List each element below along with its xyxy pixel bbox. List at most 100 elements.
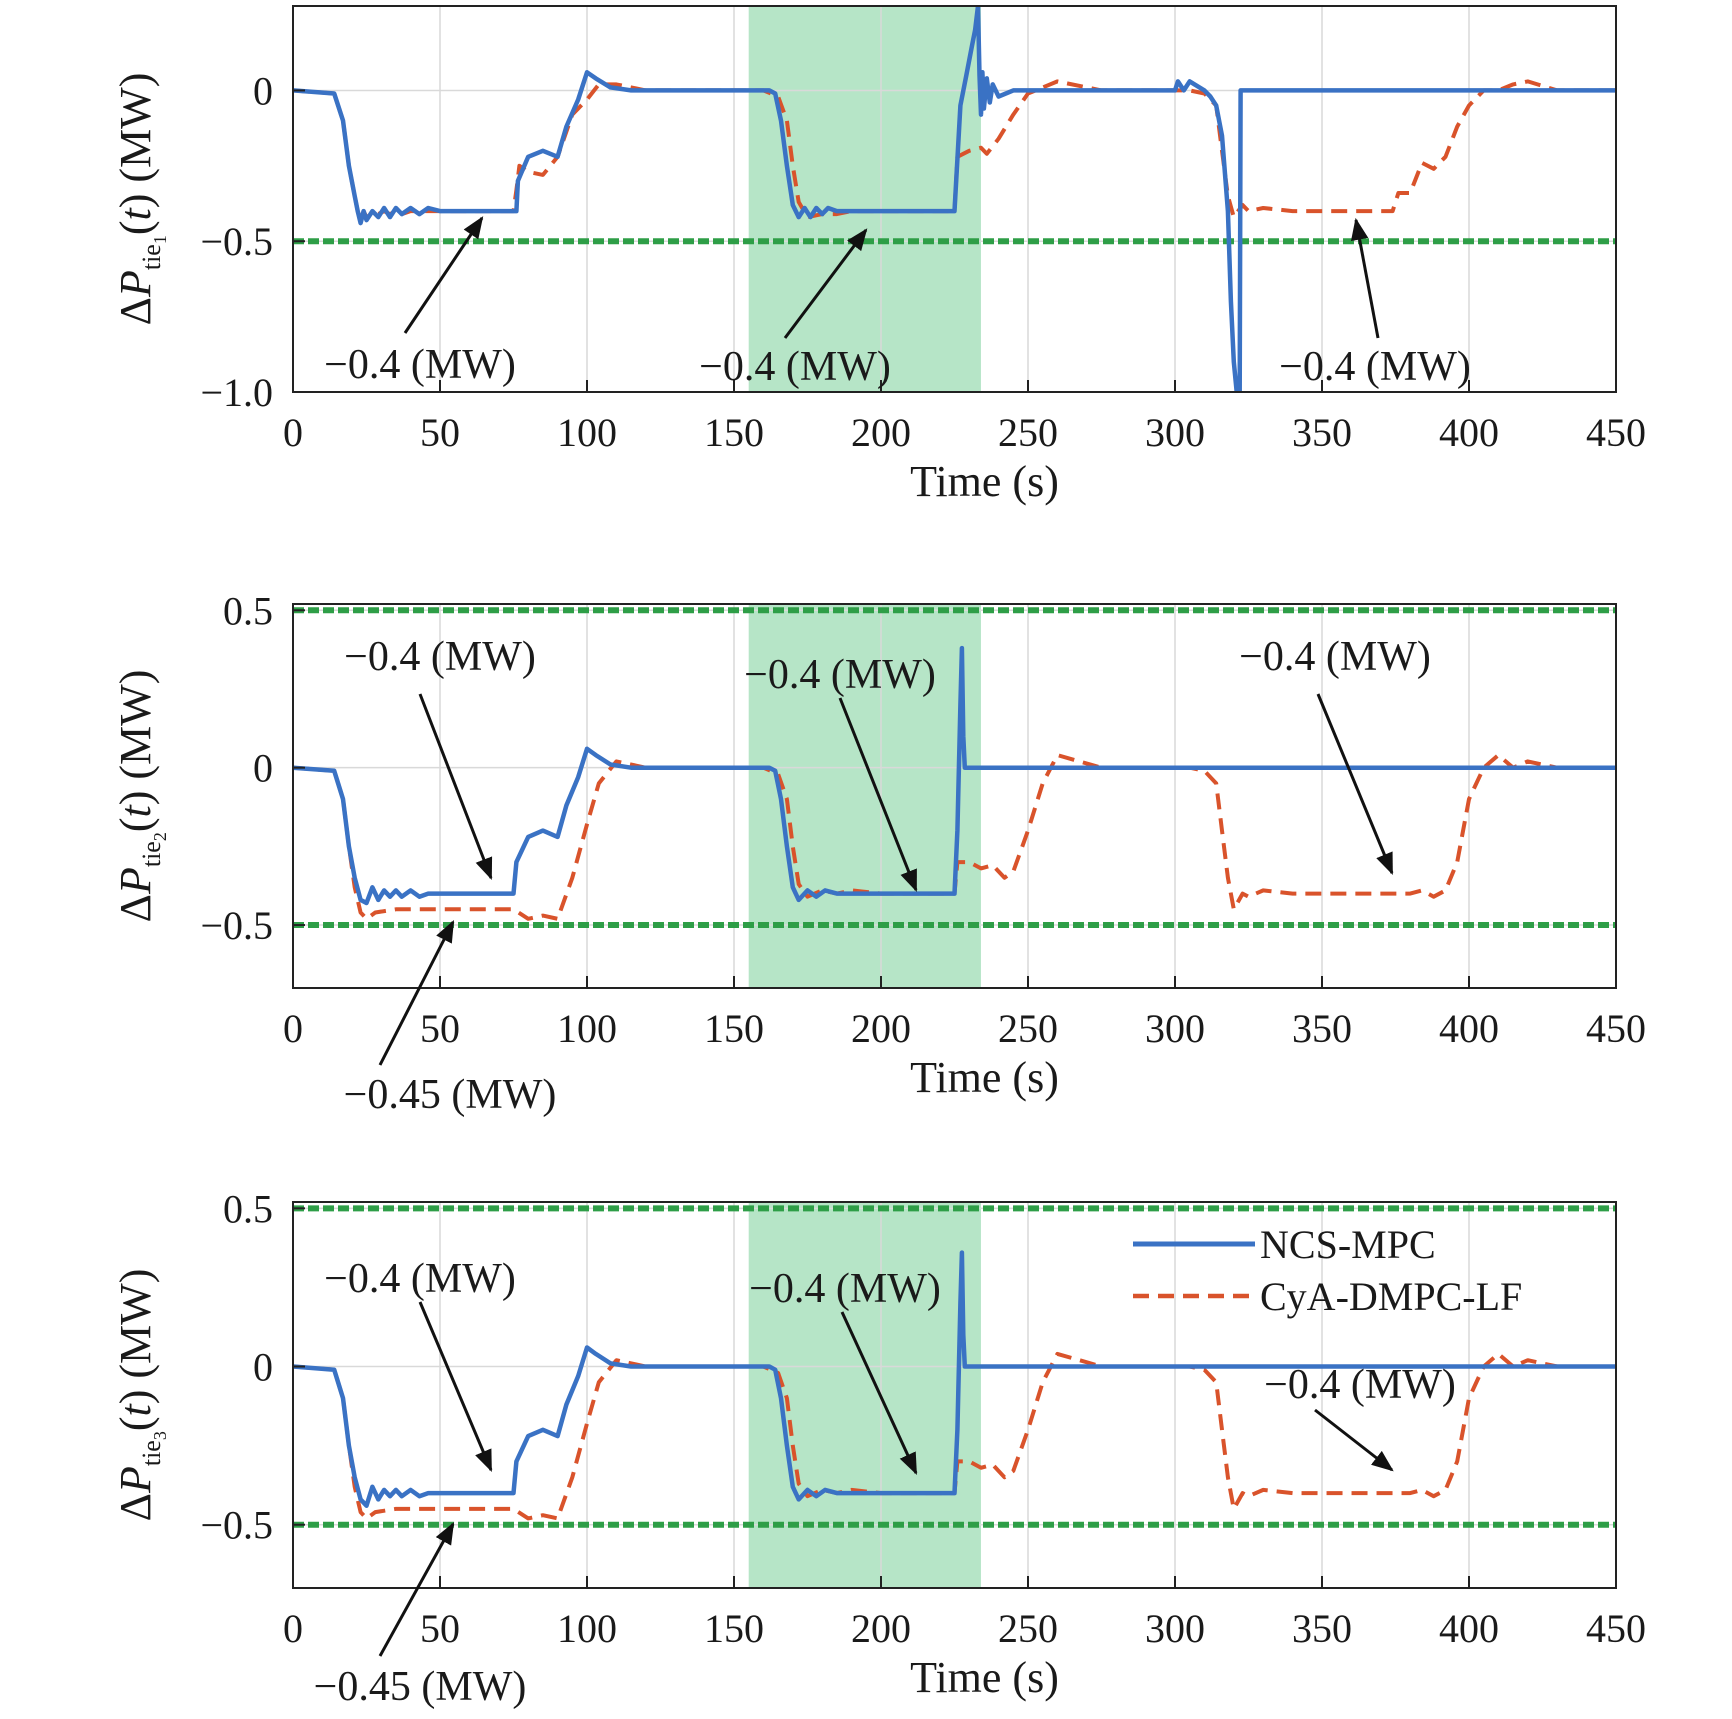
- panel-2: 0 50 100 150 200 250 300 350 400 450 0.5 0 −0.5 Time …: [111, 588, 1646, 1118]
- panel-3: 0 50 100 150 200 250 300 350 400 450 0.5 0 −0.5 Time …: [111, 1186, 1646, 1710]
- annotation-arrow: [378, 1522, 455, 1657]
- x-axis-title: Time (s): [910, 1653, 1059, 1702]
- x-tick-label: 450: [1586, 1006, 1646, 1051]
- y-axis-title-main: Δ: [111, 1493, 160, 1521]
- y-axis-title-main: Δ: [111, 894, 160, 922]
- annotation-arrow: [378, 920, 455, 1066]
- annotation-label: −0.4 (MW): [699, 344, 891, 390]
- annotation-label: −0.45 (MW): [344, 1072, 557, 1118]
- y-axis-title-subsubscript: 2: [150, 832, 170, 841]
- series-group: [293, 6, 1616, 392]
- x-tick-label: 0: [283, 410, 303, 455]
- y-tick-label: −1.0: [200, 370, 273, 415]
- x-tick-label: 450: [1586, 410, 1646, 455]
- axes-box: [292, 5, 1617, 393]
- x-tick-label: 250: [998, 410, 1058, 455]
- x-tick-label: 350: [1292, 1006, 1352, 1051]
- annotation-label: −0.4 (MW): [1239, 634, 1431, 680]
- y-axis-title-subsubscript: 1: [150, 235, 170, 244]
- x-tick-label: 400: [1439, 1006, 1499, 1051]
- shaded-region: [748, 6, 981, 392]
- shaded-region: [748, 1202, 981, 1588]
- axes-box: [292, 603, 1617, 989]
- x-tick-label: 0: [283, 1606, 303, 1651]
- x-tick-label: 50: [420, 1006, 460, 1051]
- x-tick-label: 300: [1145, 1606, 1205, 1651]
- y-axis-title-main: Δ: [111, 297, 160, 325]
- annotation-arrow: [1314, 1408, 1394, 1472]
- y-axis-title-unit: ) (MW): [111, 73, 160, 209]
- y-axis-title-suffix: (: [111, 818, 160, 833]
- x-tick-label: 50: [420, 410, 460, 455]
- x-tick-label: 250: [998, 1006, 1058, 1051]
- annotation-arrow: [403, 216, 484, 334]
- annotation-label: −0.4 (MW): [1264, 1362, 1456, 1408]
- annotation-label: −0.4 (MW): [1279, 344, 1471, 390]
- annotation-label: −0.4 (MW): [324, 342, 516, 388]
- legend: NCS-MPC CyA-DMPC-LF: [1133, 1222, 1522, 1319]
- y-axis-title: ΔPtie1(t) (MW): [111, 73, 170, 326]
- x-tick-label: 150: [704, 410, 764, 455]
- x-axis-title: Time (s): [910, 457, 1059, 506]
- x-tick-label: 300: [1145, 1006, 1205, 1051]
- x-tick-label: 300: [1145, 410, 1205, 455]
- x-tick-label: 350: [1292, 1606, 1352, 1651]
- annotation-arrow: [838, 697, 918, 893]
- y-axis-title-t: t: [111, 1403, 160, 1417]
- x-tick-label: 350: [1292, 410, 1352, 455]
- legend-label-cya-dmpc-lf: CyA-DMPC-LF: [1260, 1274, 1522, 1319]
- annotation-label: −0.4 (MW): [744, 652, 936, 698]
- x-tick-label: 100: [557, 1006, 617, 1051]
- x-tick-label: 250: [998, 1606, 1058, 1651]
- x-axis-title: Time (s): [910, 1053, 1059, 1102]
- y-axis-title-subscript: tie: [137, 244, 166, 270]
- y-axis-title: ΔPtie2(t) (MW): [111, 670, 170, 923]
- annotation-label: −0.4 (MW): [344, 634, 536, 680]
- y-tick-label: −0.5: [200, 903, 273, 948]
- annotation-arrow: [783, 228, 868, 339]
- y-tick-label: 0.5: [223, 588, 273, 633]
- y-tick-label: −0.5: [200, 1503, 273, 1548]
- legend-label-ncs-mpc: NCS-MPC: [1260, 1222, 1436, 1267]
- y-axis-title-symbol: P: [111, 1466, 160, 1494]
- y-tick-label: 0: [253, 68, 273, 113]
- y-axis-title-suffix: (: [111, 221, 160, 236]
- y-axis-title-subsubscript: 3: [150, 1431, 170, 1440]
- series-line-ncs-mpc: [293, 1250, 1616, 1508]
- y-axis-title-symbol: P: [111, 867, 160, 895]
- x-tick-label: 200: [851, 410, 911, 455]
- x-tick-label: 150: [704, 1006, 764, 1051]
- series-group: [293, 1250, 1616, 1521]
- annotation-label: −0.4 (MW): [324, 1256, 516, 1302]
- x-tick-label: 100: [557, 410, 617, 455]
- x-tick-label: 100: [557, 1606, 617, 1651]
- y-axis-title-t: t: [111, 207, 160, 221]
- y-axis-title-unit: ) (MW): [111, 1269, 160, 1405]
- y-axis-title-subscript: tie: [137, 841, 166, 867]
- x-tick-label: 50: [420, 1606, 460, 1651]
- y-tick-label: −0.5: [200, 219, 273, 264]
- y-axis-title-suffix: (: [111, 1417, 160, 1432]
- y-tick-label: 0.5: [223, 1186, 273, 1231]
- y-axis-title-t: t: [111, 804, 160, 818]
- annotation-label: −0.45 (MW): [314, 1664, 527, 1710]
- x-tick-label: 400: [1439, 1606, 1499, 1651]
- series-group: [293, 645, 1616, 921]
- panel-1: 0 50 100 150 200 250 300 350 400 450 0 −0.5 −1.0 Time…: [111, 5, 1646, 506]
- series-line-ncs-mpc: [293, 6, 1616, 392]
- x-tick-label: 150: [704, 1606, 764, 1651]
- y-tick-label: 0: [253, 746, 273, 791]
- series-line-ncs-mpc: [293, 645, 1616, 906]
- x-tick-label: 450: [1586, 1606, 1646, 1651]
- x-tick-label: 400: [1439, 410, 1499, 455]
- y-tick-label: 0: [253, 1345, 273, 1390]
- annotation-label: −0.4 (MW): [749, 1266, 941, 1312]
- x-tick-label: 200: [851, 1606, 911, 1651]
- annotation-arrow: [840, 1311, 918, 1475]
- x-tick-label: 200: [851, 1006, 911, 1051]
- y-axis-title-subscript: tie: [137, 1440, 166, 1466]
- annotation-arrow: [1316, 693, 1394, 876]
- annotation-arrow: [418, 693, 493, 881]
- axes-box: [292, 1201, 1617, 1589]
